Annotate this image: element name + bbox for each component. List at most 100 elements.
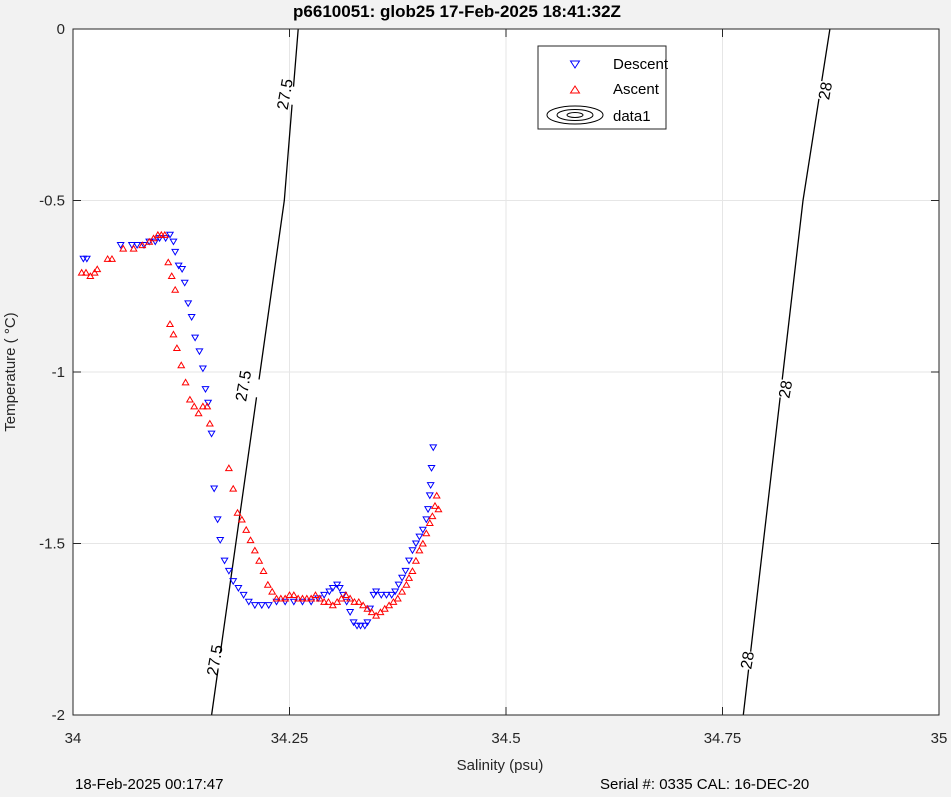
ascent-point (320, 597, 329, 605)
ascent-point (129, 244, 138, 252)
ascent-point (363, 604, 372, 612)
ascent-point (276, 594, 285, 602)
descent-point (391, 588, 400, 596)
ascent-point (224, 464, 233, 472)
ascent-point (190, 402, 199, 410)
descent-point (356, 622, 365, 630)
descent-point (281, 598, 290, 606)
contour-label: 28 (776, 379, 796, 400)
ascent-point (333, 597, 342, 605)
footer-date: 18-Feb-2025 00:17:47 (75, 776, 223, 792)
legend-box (537, 45, 667, 130)
chart-title: p6610051: glob25 17-Feb-2025 18:41:32Z (293, 2, 621, 21)
contour-label-bg (761, 376, 809, 402)
descent-point (244, 598, 253, 606)
descent-point (161, 235, 170, 243)
contour-label-bg (261, 81, 308, 107)
data-series (77, 230, 443, 630)
ascent-point (93, 265, 102, 273)
descent-point (195, 348, 204, 356)
descent-point (257, 602, 266, 610)
descent-point (307, 598, 316, 606)
ascent-point (149, 234, 158, 242)
ascent-point (242, 525, 251, 533)
contour-label: 27.5 (275, 78, 297, 112)
ascent-point (289, 591, 298, 599)
footer-serial: Serial #: 0335 CAL: 16-DEC-20 (600, 776, 809, 792)
ascent-point (165, 320, 175, 328)
ascent-point (294, 594, 303, 602)
descent-point (187, 314, 196, 321)
descent-point (398, 574, 407, 582)
contour-label: 28 (738, 650, 758, 671)
ascent-point (408, 567, 417, 574)
ascent-point (205, 419, 214, 427)
contour-label: 27.5 (233, 369, 255, 403)
descent-point (184, 300, 193, 308)
ascent-point (337, 594, 346, 602)
descent-point (333, 581, 342, 589)
descent-point (229, 578, 238, 586)
ascent-point (302, 594, 311, 602)
descent-point (401, 567, 410, 575)
descent-point (423, 506, 433, 514)
legend-descent-label: Descent (613, 56, 669, 73)
descent-point (171, 248, 180, 256)
ascent-point (425, 519, 434, 526)
y-tick-label: -0.5 (39, 193, 65, 210)
descent-point (387, 591, 396, 599)
series-ascent (77, 230, 443, 619)
descent-point (349, 619, 358, 627)
ascent-point (428, 512, 437, 520)
ascent-point (341, 591, 350, 599)
ascent-point (233, 508, 242, 516)
descent-point (325, 588, 334, 596)
x-tick-label: 35 (931, 730, 948, 747)
ascent-point (164, 258, 173, 266)
descent-point (174, 262, 183, 270)
ascent-point (430, 501, 440, 509)
ascent-point (103, 254, 112, 262)
legend-contour-icon (546, 105, 604, 125)
contour-label-bg (801, 78, 848, 104)
ascent-point (350, 597, 359, 605)
ascent-point (404, 573, 414, 581)
descent-point (250, 602, 259, 610)
descent-point (377, 591, 386, 599)
ascent-point (90, 268, 99, 276)
descent-point (369, 591, 378, 599)
ascent-point (380, 604, 389, 612)
ascent-point (367, 608, 376, 616)
ascent-point (402, 580, 411, 588)
legend-ascent-label: Ascent (613, 81, 660, 98)
descent-point (220, 557, 229, 565)
legend-descent-marker (569, 60, 581, 69)
ascent-point (107, 254, 117, 262)
ascent-point (185, 395, 194, 403)
ascent-point (411, 556, 421, 564)
descent-point (404, 557, 414, 565)
ascent-point (229, 484, 238, 492)
ascent-point (272, 594, 281, 602)
ascent-point (255, 556, 264, 564)
x-tick-label: 34.5 (491, 730, 520, 747)
descent-point (116, 242, 125, 249)
ascent-point (372, 611, 381, 619)
ascent-point (376, 608, 385, 616)
descent-point (372, 588, 381, 596)
ascent-point (385, 601, 394, 609)
descent-point (204, 399, 213, 407)
descent-point (394, 581, 403, 589)
y-tick-label: 0 (57, 21, 65, 38)
descent-point (320, 591, 329, 599)
descent-point (133, 242, 142, 249)
contour-label: 28 (816, 81, 836, 102)
descent-point (178, 266, 187, 273)
ascent-point (250, 546, 259, 554)
contour-label-bg (723, 647, 770, 673)
descent-point (201, 386, 210, 394)
ascent-point (398, 587, 407, 595)
axes: 34 34.25 34.5 34.75 35 0 -0.5 -1 -1.5 -2 (39, 21, 947, 747)
ascent-point (81, 268, 91, 276)
